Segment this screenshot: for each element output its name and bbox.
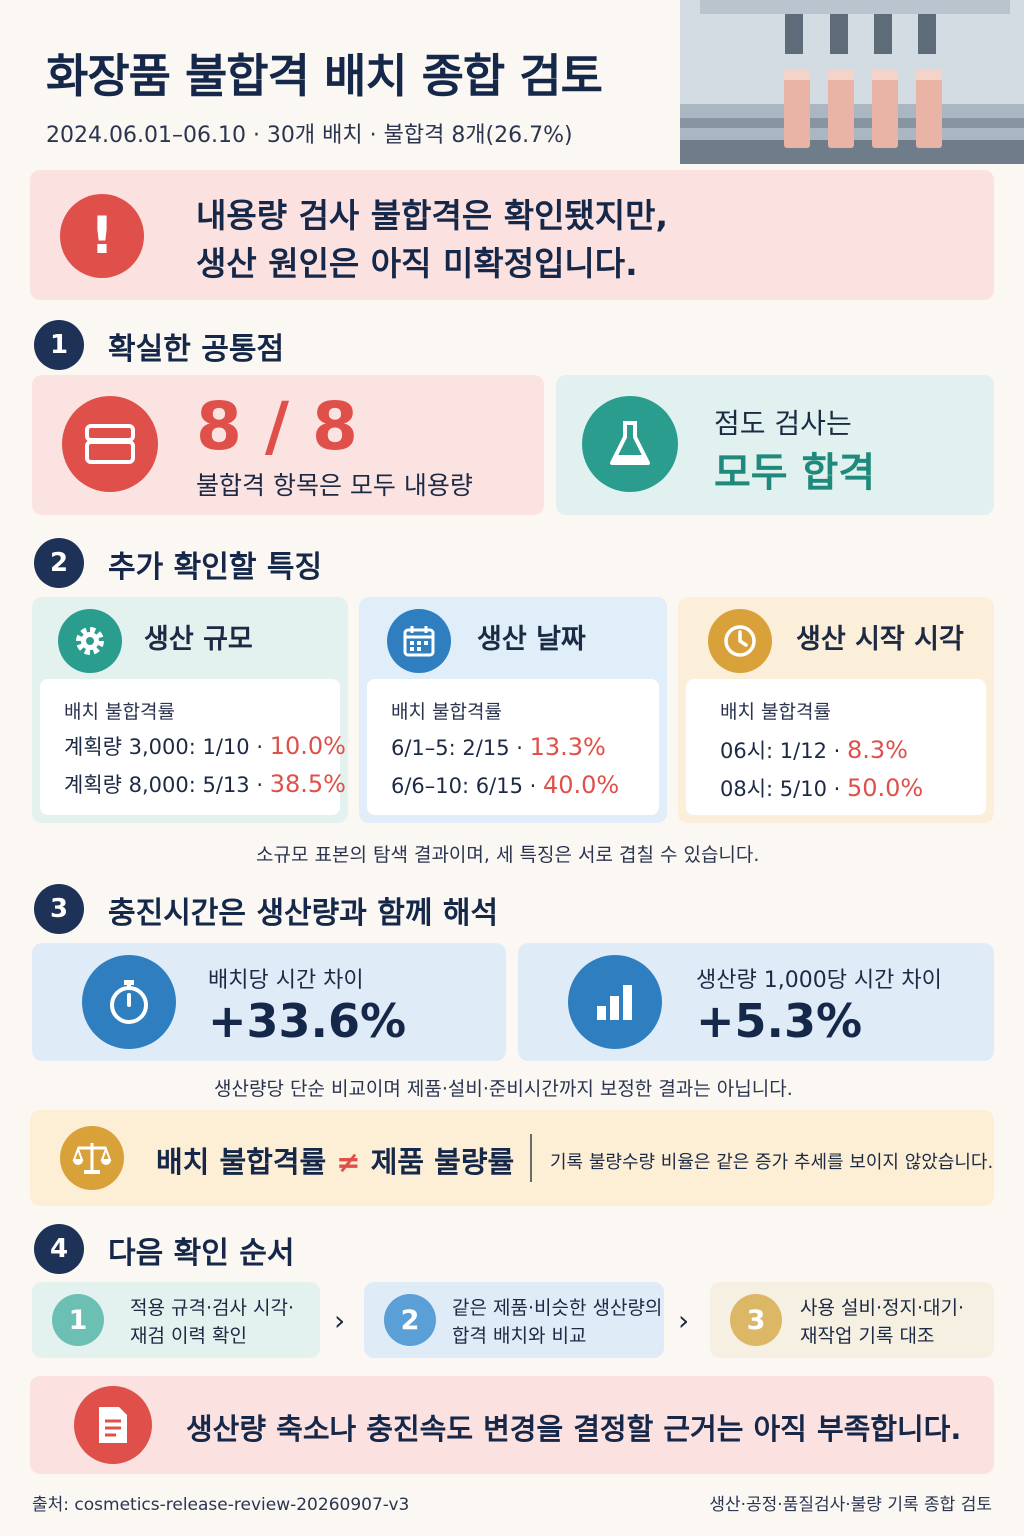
feature-row: 06시: 1/12 · 8.3% bbox=[720, 735, 908, 765]
feature-row: 계획량 3,000: 1/10 · 10.0% bbox=[64, 731, 346, 761]
flask-icon bbox=[582, 396, 678, 492]
feature-row: 6/1–5: 2/15 · 13.3% bbox=[391, 733, 606, 761]
feature-detail-box: 배치 불합격률 6/1–5: 2/15 · 13.3% 6/6–10: 6/15… bbox=[367, 679, 659, 815]
feature-metric-label: 배치 불합격률 bbox=[720, 701, 831, 723]
step-line: 재검 이력 확인 bbox=[130, 1325, 247, 1347]
feature-detail-box: 배치 불합격률 계획량 3,000: 1/10 · 10.0% 계획량 8,00… bbox=[40, 679, 346, 815]
feature-title: 생산 규모 bbox=[144, 624, 253, 655]
filling-machine-illustration bbox=[680, 0, 1024, 164]
step-line: 재작업 기록 대조 bbox=[800, 1325, 935, 1347]
feature-metric-label: 배치 불합격률 bbox=[391, 701, 502, 723]
step-description: 같은 제품·비슷한 생산량의 합격 배치와 비교 bbox=[452, 1294, 662, 1350]
viscosity-result: 모두 합격 bbox=[714, 450, 876, 496]
alert-message: 내용량 검사 불합격은 확인됐지만, 생산 원인은 아직 미확정입니다. bbox=[196, 192, 668, 288]
not-equal-symbol: ≠ bbox=[336, 1145, 361, 1179]
alert-line-1: 내용량 검사 불합격은 확인됐지만, bbox=[196, 196, 669, 235]
feature-metric-label: 배치 불합격률 bbox=[64, 701, 175, 723]
time-per-volume-value: +5.3% bbox=[696, 994, 863, 1048]
exclamation-icon: ! bbox=[60, 194, 144, 278]
section-4-number: 4 bbox=[34, 1224, 84, 1274]
gear-icon bbox=[58, 609, 122, 673]
feature-card-date: 생산 날짜 배치 불합격률 6/1–5: 2/15 · 13.3% 6/6–10… bbox=[359, 597, 667, 823]
row-rate: 10.0% bbox=[269, 732, 346, 760]
row-rate: 13.3% bbox=[529, 733, 606, 761]
section-1-title: 확실한 공통점 bbox=[108, 332, 285, 367]
rate-comparison-banner bbox=[30, 1110, 994, 1206]
feature-title: 생산 날짜 bbox=[477, 624, 586, 655]
step-line: 적용 규격·검사 시각· bbox=[130, 1297, 294, 1319]
document-icon bbox=[74, 1386, 152, 1464]
source-citation: 출처: cosmetics-release-review-20260907-v3 bbox=[32, 1495, 410, 1515]
rate-comparison-note: 기록 불량수량 비율은 같은 증가 추세를 보이지 않았습니다. bbox=[550, 1152, 994, 1173]
row-rate: 38.5% bbox=[269, 770, 346, 798]
step-description: 적용 규격·검사 시각· 재검 이력 확인 bbox=[130, 1294, 294, 1350]
step-number: 3 bbox=[730, 1294, 782, 1346]
section-3-number: 3 bbox=[34, 884, 84, 934]
conclusion-text: 생산량 축소나 충진속도 변경을 결정할 근거는 아직 부족합니다. bbox=[186, 1412, 962, 1446]
balance-scale-icon bbox=[60, 1126, 124, 1190]
review-scope: 생산·공정·품질검사·불량 기록 종합 검토 bbox=[709, 1495, 992, 1515]
row-text: 06시: 1/12 · bbox=[720, 739, 847, 763]
section-3-note: 생산량당 단순 비교이며 제품·설비·준비시간까지 보정한 결과는 아닙니다. bbox=[214, 1078, 793, 1100]
page-subtitle: 2024.06.01–06.10 · 30개 배치 · 불합격 8개(26.7%… bbox=[46, 123, 573, 148]
chevron-right-icon: › bbox=[334, 1304, 346, 1337]
section-1-number: 1 bbox=[34, 320, 84, 370]
feature-row: 08시: 5/10 · 50.0% bbox=[720, 773, 923, 803]
row-text: 6/1–5: 2/15 · bbox=[391, 736, 530, 760]
section-2-number: 2 bbox=[34, 538, 84, 588]
step-number: 2 bbox=[384, 1294, 436, 1346]
batch-fail-rate-term: 배치 불합격률 bbox=[156, 1145, 327, 1179]
calendar-icon bbox=[387, 609, 451, 673]
row-text: 계획량 3,000: 1/10 · bbox=[64, 735, 270, 759]
time-per-batch-value: +33.6% bbox=[208, 994, 407, 1048]
product-defect-rate-term: 제품 불량률 bbox=[370, 1145, 515, 1179]
viscosity-label: 점도 검사는 bbox=[714, 407, 852, 440]
section-2-note: 소규모 표본의 탐색 결과이며, 세 특징은 서로 겹칠 수 있습니다. bbox=[256, 844, 760, 866]
step-number: 1 bbox=[52, 1294, 104, 1346]
bar-chart-icon bbox=[568, 955, 662, 1049]
feature-row: 계획량 8,000: 5/13 · 38.5% bbox=[64, 769, 346, 799]
alert-line-2: 생산 원인은 아직 미확정입니다. bbox=[196, 244, 638, 283]
feature-detail-box: 배치 불합격률 06시: 1/12 · 8.3% 08시: 5/10 · 50.… bbox=[686, 679, 986, 815]
next-step-1: 1 적용 규격·검사 시각· 재검 이력 확인 bbox=[32, 1282, 320, 1358]
row-rate: 50.0% bbox=[846, 774, 924, 802]
step-description: 사용 설비·정지·대기· 재작업 기록 대조 bbox=[800, 1294, 964, 1350]
step-line: 합격 배치와 비교 bbox=[452, 1325, 587, 1347]
time-per-batch-label: 배치당 시간 차이 bbox=[208, 968, 364, 993]
fail-count-label: 불합격 항목은 모두 내용량 bbox=[196, 471, 473, 500]
time-per-volume-label: 생산량 1,000당 시간 차이 bbox=[696, 968, 942, 993]
feature-row: 6/6–10: 6/15 · 40.0% bbox=[391, 771, 619, 799]
next-step-2: 2 같은 제품·비슷한 생산량의 합격 배치와 비교 bbox=[364, 1282, 664, 1358]
row-rate: 40.0% bbox=[542, 771, 620, 799]
feature-title: 생산 시작 시각 bbox=[796, 624, 964, 655]
clock-icon bbox=[708, 609, 772, 673]
chevron-right-icon: › bbox=[678, 1304, 690, 1337]
row-rate: 8.3% bbox=[846, 736, 908, 764]
stopwatch-icon bbox=[82, 955, 176, 1049]
section-2-title: 추가 확인할 특징 bbox=[108, 550, 323, 585]
feature-card-scale: 생산 규모 배치 불합격률 계획량 3,000: 1/10 · 10.0% 계획… bbox=[32, 597, 348, 823]
row-text: 6/6–10: 6/15 · bbox=[391, 774, 543, 798]
feature-card-start-time: 생산 시작 시각 배치 불합격률 06시: 1/12 · 8.3% 08시: 5… bbox=[678, 597, 994, 823]
page-title: 화장품 불합격 배치 종합 검토 bbox=[46, 49, 603, 103]
rate-comparison-statement: 배치 불합격률 ≠ 제품 불량률 bbox=[156, 1139, 514, 1181]
conclusion-banner bbox=[30, 1376, 994, 1474]
cosmetic-jar-icon bbox=[62, 396, 158, 492]
alert-banner bbox=[30, 170, 994, 300]
row-text: 08시: 5/10 · bbox=[720, 777, 847, 801]
step-line: 사용 설비·정지·대기· bbox=[800, 1297, 964, 1319]
section-3-title: 충진시간은 생산량과 함께 해석 bbox=[108, 896, 499, 931]
next-step-3: 3 사용 설비·정지·대기· 재작업 기록 대조 bbox=[710, 1282, 994, 1358]
fail-count-value: 8 / 8 bbox=[196, 388, 358, 465]
row-text: 계획량 8,000: 5/13 · bbox=[64, 773, 270, 797]
step-line: 같은 제품·비슷한 생산량의 bbox=[452, 1297, 663, 1319]
section-4-title: 다음 확인 순서 bbox=[108, 1236, 295, 1271]
divider bbox=[530, 1134, 532, 1182]
